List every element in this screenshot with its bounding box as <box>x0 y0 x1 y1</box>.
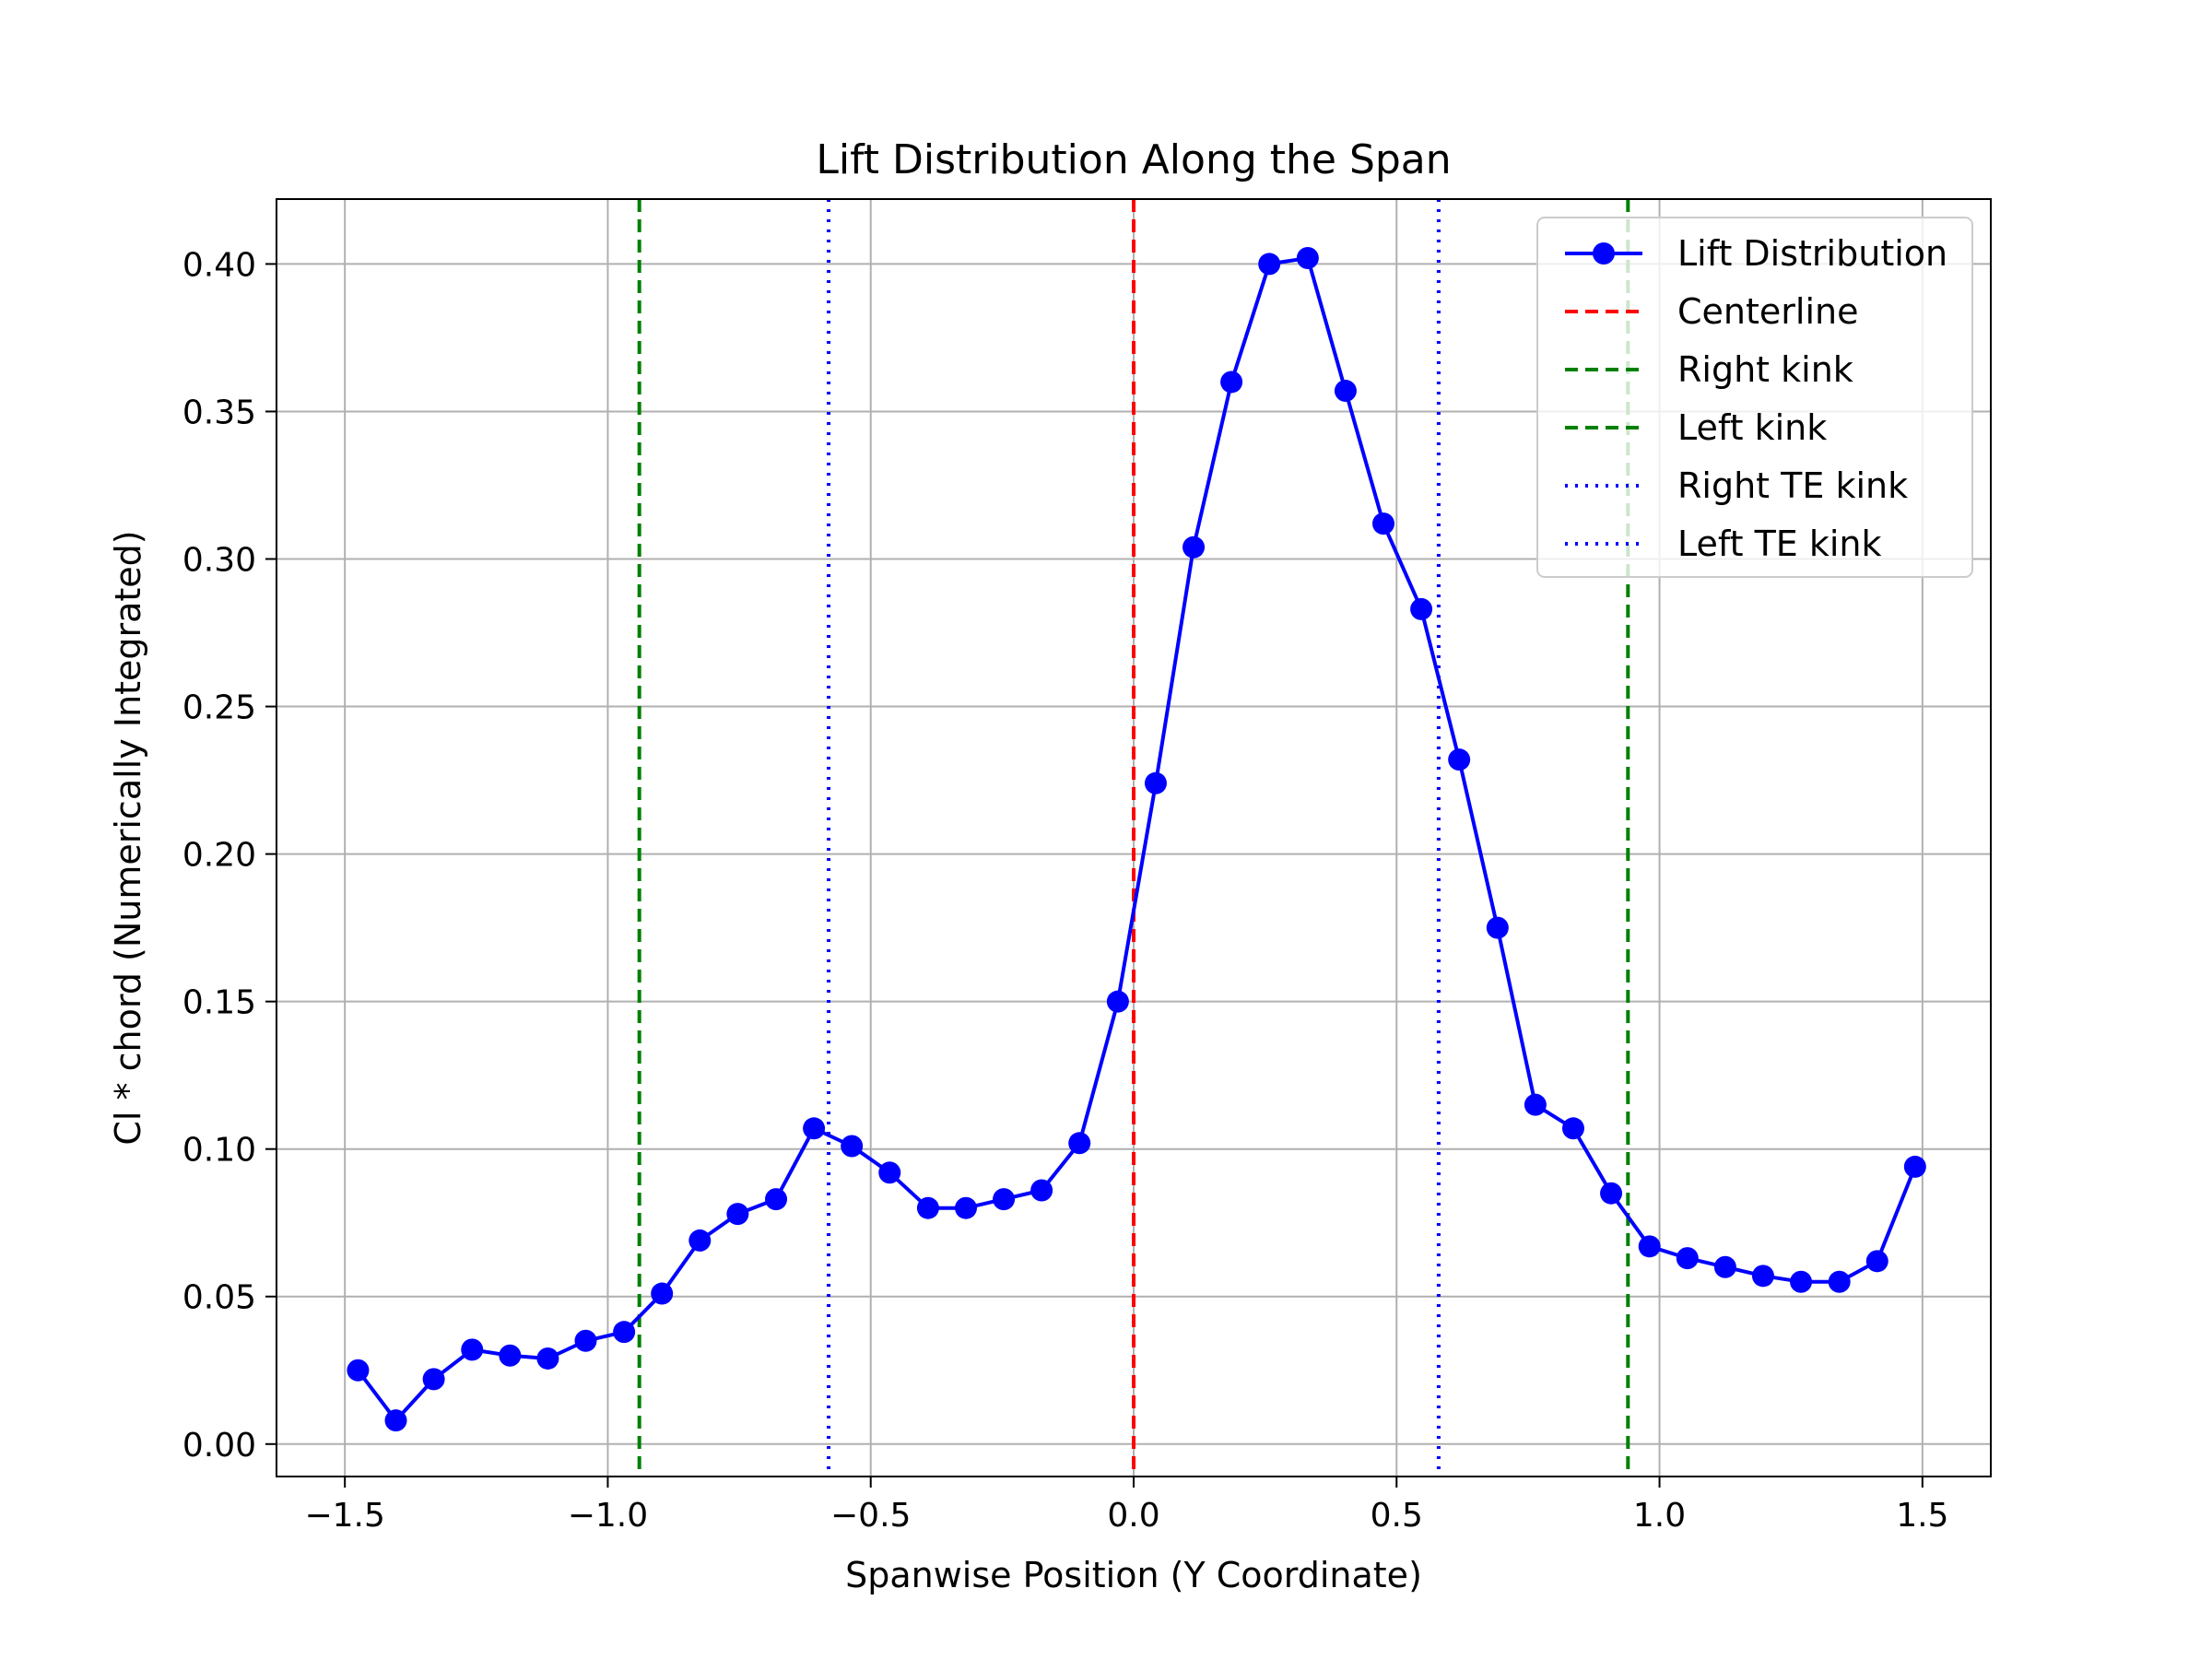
data-point <box>1561 1117 1584 1140</box>
y-tick-label: 0.35 <box>182 394 256 431</box>
data-point <box>536 1347 559 1370</box>
data-point <box>422 1368 445 1391</box>
data-point <box>384 1409 407 1432</box>
x-tick-label: 0.5 <box>1371 1497 1423 1535</box>
data-point <box>916 1196 939 1219</box>
series-layer <box>347 247 1926 1432</box>
data-point <box>1751 1265 1774 1288</box>
y-tick-label: 0.40 <box>182 246 256 284</box>
legend-label: Left TE kink <box>1677 524 1882 564</box>
data-point <box>726 1203 749 1226</box>
data-point <box>574 1329 597 1352</box>
legend-box <box>1536 217 1973 578</box>
x-axis-label: Spanwise Position (Y Coordinate) <box>845 1555 1422 1595</box>
data-point <box>1524 1093 1547 1116</box>
data-point <box>1030 1179 1053 1202</box>
y-tick-label: 0.05 <box>182 1279 256 1317</box>
data-point <box>1865 1250 1888 1273</box>
y-axis-label: Cl * chord (Numerically Integrated) <box>108 530 148 1145</box>
data-point <box>954 1196 977 1219</box>
data-point <box>461 1338 484 1361</box>
x-tick-label: −1.0 <box>568 1497 648 1535</box>
data-point <box>688 1229 712 1252</box>
data-point <box>1182 535 1206 559</box>
legend-marker <box>1593 242 1615 265</box>
data-point <box>1600 1182 1623 1205</box>
legend-label: Right TE kink <box>1677 465 1908 506</box>
y-tick-label: 0.20 <box>182 837 256 875</box>
data-point <box>1106 990 1129 1013</box>
legend: Lift Distribution Centerline Right kink Lef… <box>1536 217 1973 578</box>
legend-label: Right kink <box>1677 349 1853 390</box>
y-tick-label: 0.00 <box>182 1427 256 1465</box>
data-point <box>803 1117 826 1140</box>
y-tick-label: 0.15 <box>182 984 256 1022</box>
data-point <box>347 1359 370 1382</box>
data-point <box>1676 1247 1699 1270</box>
data-point <box>1448 748 1471 771</box>
x-tick-label: −1.5 <box>304 1497 384 1535</box>
legend-entries: Lift Distribution Centerline Right kink Lef… <box>1565 233 1947 564</box>
data-point <box>499 1344 522 1367</box>
data-point <box>1410 597 1433 620</box>
data-point <box>841 1135 864 1158</box>
x-tick-label: 1.5 <box>1896 1497 1948 1535</box>
x-tick-label: −0.5 <box>830 1497 911 1535</box>
data-point <box>1144 771 1167 794</box>
y-tick-label: 0.30 <box>182 542 256 580</box>
data-point <box>613 1321 636 1344</box>
axis-ticks: −1.5 −1.0 −0.5 0.0 0.5 1.0 1.5 0.00 0.05 0.10 0.15… <box>182 246 1949 1535</box>
data-point <box>1220 371 1243 394</box>
data-point <box>1068 1132 1091 1155</box>
data-point <box>1638 1235 1661 1258</box>
data-point <box>1372 512 1395 535</box>
data-point <box>1790 1270 1813 1293</box>
data-point <box>651 1282 674 1305</box>
y-tick-label: 0.10 <box>182 1132 256 1170</box>
data-point <box>1828 1270 1851 1293</box>
legend-label: Lift Distribution <box>1677 233 1947 274</box>
legend-label: Left kink <box>1677 407 1827 448</box>
legend-label: Centerline <box>1677 291 1858 332</box>
data-point <box>878 1161 901 1184</box>
data-point <box>1903 1155 1926 1178</box>
data-point <box>993 1188 1016 1211</box>
data-point <box>1296 247 1319 270</box>
data-point <box>1334 380 1357 403</box>
data-point <box>1486 916 1509 939</box>
x-tick-label: 0.0 <box>1107 1497 1159 1535</box>
data-point <box>1258 253 1281 276</box>
data-point <box>1713 1255 1736 1278</box>
x-tick-label: 1.0 <box>1633 1497 1686 1535</box>
y-tick-label: 0.25 <box>182 689 256 727</box>
data-point <box>765 1188 788 1211</box>
chart-title: Lift Distribution Along the Span <box>816 136 1451 183</box>
